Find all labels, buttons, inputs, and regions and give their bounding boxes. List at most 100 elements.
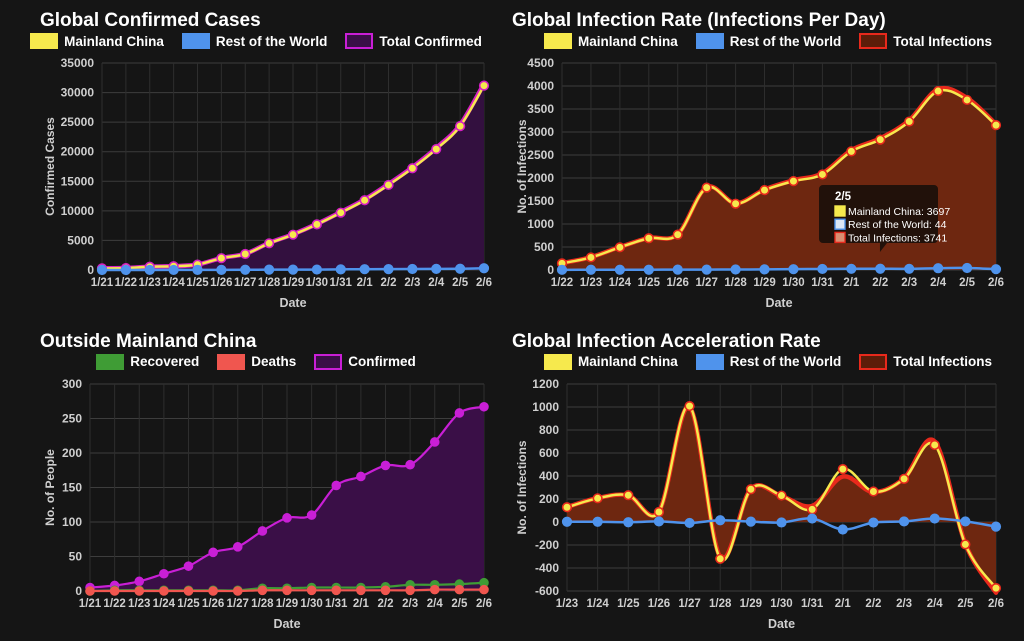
svg-text:1/26: 1/26 bbox=[210, 277, 232, 289]
svg-text:1/27: 1/27 bbox=[695, 277, 717, 289]
svg-text:1500: 1500 bbox=[527, 194, 554, 208]
svg-text:2/6: 2/6 bbox=[988, 598, 1004, 610]
svg-text:2/3: 2/3 bbox=[402, 598, 418, 610]
svg-text:2/2: 2/2 bbox=[872, 277, 888, 289]
svg-text:500: 500 bbox=[534, 240, 554, 254]
svg-text:1/23: 1/23 bbox=[556, 598, 578, 610]
svg-text:1/26: 1/26 bbox=[667, 277, 689, 289]
svg-text:1/21: 1/21 bbox=[79, 598, 102, 610]
svg-text:1/30: 1/30 bbox=[782, 277, 804, 289]
svg-text:250: 250 bbox=[62, 411, 82, 425]
svg-text:1/22: 1/22 bbox=[551, 277, 573, 289]
svg-text:1/31: 1/31 bbox=[330, 277, 353, 289]
svg-text:1/25: 1/25 bbox=[617, 598, 640, 610]
svg-text:1000: 1000 bbox=[527, 217, 554, 231]
svg-text:1200: 1200 bbox=[532, 377, 559, 391]
svg-text:0: 0 bbox=[75, 584, 82, 598]
svg-text:2/5: 2/5 bbox=[957, 598, 974, 610]
svg-text:2000: 2000 bbox=[527, 171, 554, 185]
svg-text:2/6: 2/6 bbox=[476, 277, 492, 289]
svg-text:3000: 3000 bbox=[527, 125, 554, 139]
svg-text:2500: 2500 bbox=[527, 148, 554, 162]
svg-text:No. of People: No. of People bbox=[43, 448, 57, 525]
svg-text:5000: 5000 bbox=[67, 233, 94, 247]
svg-text:2/5: 2/5 bbox=[835, 191, 852, 203]
svg-text:150: 150 bbox=[62, 480, 82, 494]
svg-text:1/29: 1/29 bbox=[282, 277, 304, 289]
svg-text:2/2: 2/2 bbox=[865, 598, 881, 610]
svg-text:4500: 4500 bbox=[527, 56, 554, 70]
svg-text:2/4: 2/4 bbox=[427, 598, 444, 610]
svg-text:2/5: 2/5 bbox=[452, 277, 469, 289]
svg-text:1/31: 1/31 bbox=[325, 598, 348, 610]
svg-text:Total Infections: 3741: Total Infections: 3741 bbox=[848, 232, 947, 244]
svg-text:4000: 4000 bbox=[527, 79, 554, 93]
svg-text:Rest of the World: 44: Rest of the World: 44 bbox=[848, 219, 947, 231]
svg-text:Mainland China: 3697: Mainland China: 3697 bbox=[848, 206, 950, 218]
svg-text:1/30: 1/30 bbox=[770, 598, 792, 610]
svg-text:1/23: 1/23 bbox=[128, 598, 150, 610]
svg-text:2/1: 2/1 bbox=[357, 277, 374, 289]
svg-text:400: 400 bbox=[539, 469, 559, 483]
svg-text:1/24: 1/24 bbox=[586, 598, 609, 610]
svg-text:20000: 20000 bbox=[61, 145, 95, 159]
svg-text:0: 0 bbox=[87, 263, 94, 277]
svg-text:1/26: 1/26 bbox=[648, 598, 670, 610]
svg-text:800: 800 bbox=[539, 423, 559, 437]
svg-text:3500: 3500 bbox=[527, 102, 554, 116]
svg-text:2/3: 2/3 bbox=[896, 598, 912, 610]
svg-text:50: 50 bbox=[69, 549, 83, 563]
svg-text:2/1: 2/1 bbox=[835, 598, 852, 610]
svg-text:1/24: 1/24 bbox=[162, 277, 185, 289]
svg-text:2/3: 2/3 bbox=[901, 277, 917, 289]
svg-text:200: 200 bbox=[539, 492, 559, 506]
svg-text:Confirmed Cases: Confirmed Cases bbox=[43, 117, 57, 216]
svg-text:1/24: 1/24 bbox=[609, 277, 632, 289]
svg-text:2/1: 2/1 bbox=[843, 277, 860, 289]
svg-text:1/21: 1/21 bbox=[91, 277, 114, 289]
svg-text:15000: 15000 bbox=[61, 174, 95, 188]
svg-text:0: 0 bbox=[552, 515, 559, 529]
svg-text:-600: -600 bbox=[535, 584, 559, 598]
svg-text:2/2: 2/2 bbox=[381, 277, 397, 289]
svg-text:Date: Date bbox=[765, 296, 792, 310]
svg-text:2/4: 2/4 bbox=[930, 277, 947, 289]
svg-text:-200: -200 bbox=[535, 538, 559, 552]
svg-text:Date: Date bbox=[273, 617, 300, 631]
svg-text:Date: Date bbox=[768, 617, 795, 631]
svg-text:25000: 25000 bbox=[61, 115, 95, 129]
svg-text:1/25: 1/25 bbox=[177, 598, 200, 610]
svg-text:1/27: 1/27 bbox=[678, 598, 700, 610]
svg-text:2/3: 2/3 bbox=[404, 277, 420, 289]
svg-text:0: 0 bbox=[547, 263, 554, 277]
svg-text:1/31: 1/31 bbox=[811, 277, 834, 289]
svg-text:2/6: 2/6 bbox=[988, 277, 1004, 289]
svg-text:1/24: 1/24 bbox=[153, 598, 176, 610]
svg-text:1/30: 1/30 bbox=[300, 598, 322, 610]
svg-text:2/5: 2/5 bbox=[959, 277, 976, 289]
svg-text:1/28: 1/28 bbox=[258, 277, 281, 289]
svg-text:1/28: 1/28 bbox=[251, 598, 274, 610]
svg-text:1/31: 1/31 bbox=[801, 598, 824, 610]
svg-text:1/26: 1/26 bbox=[202, 598, 224, 610]
svg-text:300: 300 bbox=[62, 377, 82, 391]
svg-text:2/6: 2/6 bbox=[476, 598, 492, 610]
svg-text:1/28: 1/28 bbox=[724, 277, 747, 289]
svg-text:10000: 10000 bbox=[61, 204, 95, 218]
svg-text:2/2: 2/2 bbox=[378, 598, 394, 610]
svg-text:600: 600 bbox=[539, 446, 559, 460]
svg-text:1/25: 1/25 bbox=[186, 277, 209, 289]
svg-text:Date: Date bbox=[279, 296, 306, 310]
svg-text:1/28: 1/28 bbox=[709, 598, 732, 610]
svg-text:1/27: 1/27 bbox=[234, 277, 256, 289]
svg-text:1/29: 1/29 bbox=[276, 598, 298, 610]
svg-text:1/25: 1/25 bbox=[638, 277, 661, 289]
svg-text:No. of Infections: No. of Infections bbox=[515, 119, 529, 213]
svg-text:No. of Infections: No. of Infections bbox=[515, 440, 529, 534]
svg-text:1/30: 1/30 bbox=[306, 277, 328, 289]
svg-text:1/22: 1/22 bbox=[103, 598, 125, 610]
svg-text:1/29: 1/29 bbox=[753, 277, 775, 289]
svg-text:1/29: 1/29 bbox=[740, 598, 762, 610]
svg-text:1/27: 1/27 bbox=[227, 598, 249, 610]
svg-text:-400: -400 bbox=[535, 561, 559, 575]
